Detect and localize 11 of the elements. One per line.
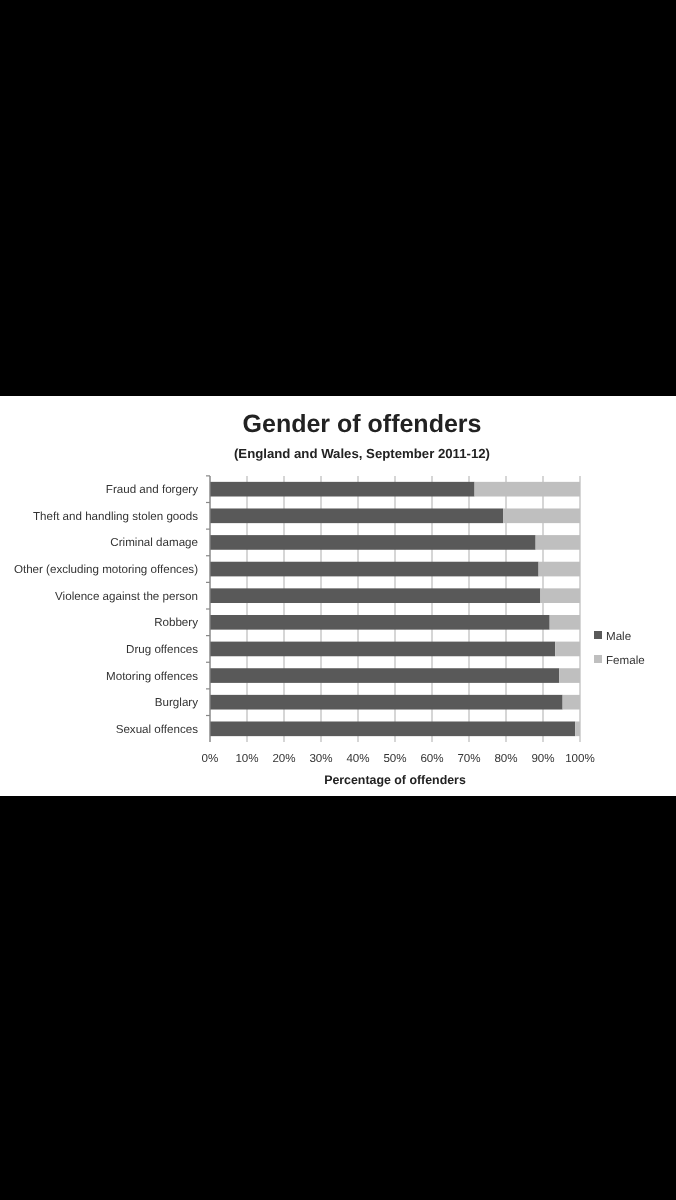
chart-title: Gender of offenders bbox=[242, 410, 482, 438]
bar bbox=[210, 535, 536, 550]
bar bbox=[210, 694, 563, 710]
bar bbox=[210, 561, 539, 577]
bar bbox=[210, 588, 541, 604]
bar bbox=[210, 721, 576, 737]
bar bbox=[210, 481, 475, 497]
bar bbox=[210, 508, 504, 524]
bar bbox=[210, 614, 550, 630]
bar bbox=[210, 668, 560, 683]
bar bbox=[210, 641, 556, 657]
